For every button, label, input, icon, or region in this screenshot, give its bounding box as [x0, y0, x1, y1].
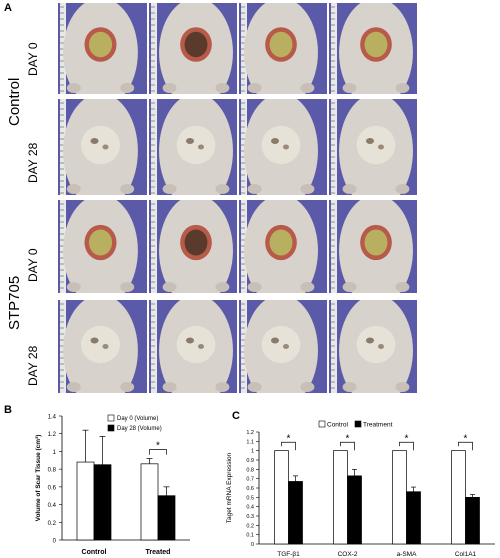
y-tick-label: 0.4 [48, 503, 57, 509]
wound-photo [149, 200, 237, 293]
y-tick-label: 0 [53, 539, 57, 545]
wound-photo [329, 99, 417, 195]
significance-star: * [346, 433, 350, 444]
wound-photo [329, 300, 417, 393]
wound-photo [58, 300, 147, 393]
wound-photo [58, 99, 147, 195]
bar [288, 481, 303, 545]
wound-photo [239, 3, 327, 94]
significance-star: * [156, 441, 160, 452]
scar-volume-chart: 0 0.2 0.4 0.6 0.8 1 1.2 1.4 Volume of Scar Tissu… [35, 414, 190, 556]
day-label-stp705-day0: DAY 0 [26, 248, 40, 282]
bar [157, 495, 176, 541]
y-tick-label: 0.8 [246, 467, 254, 473]
y-tick-label: 0.1 [246, 533, 254, 539]
bar [76, 461, 95, 541]
significance-bracket [340, 441, 355, 451]
significance-star: * [405, 433, 409, 444]
category-label: Control [82, 549, 107, 556]
category-label: COX-2 [338, 551, 358, 558]
y-tick-label: 0.7 [246, 477, 254, 483]
day-label-control-day28: DAY 28 [26, 142, 40, 183]
y-tick-label: 1.2 [48, 432, 57, 438]
panel-c-letter: C [232, 410, 240, 422]
legend-swatch [107, 414, 115, 422]
day-label-stp705-day28: DAY 28 [26, 345, 40, 386]
wound-photo [149, 99, 237, 195]
legend-swatch [107, 424, 115, 432]
bar [451, 450, 466, 545]
wound-photo [149, 300, 237, 393]
y-tick-label: 0.5 [246, 495, 254, 501]
y-tick-label: 0.2 [48, 521, 57, 527]
legend-label: Control [327, 422, 349, 429]
wound-photo [149, 3, 237, 94]
panel-a-letter: A [4, 2, 12, 14]
wound-photo [239, 300, 327, 393]
mrna-expression-chart: 0 0.1 0.2 0.3 0.4 0.5 0.6 0.7 0.8 0.9 1 1.1 1.2 Taget… [226, 420, 495, 558]
y-tick-label: 1.2 [246, 430, 254, 436]
bar [347, 475, 362, 545]
bar [465, 496, 480, 545]
bar [333, 450, 348, 545]
wound-photo [58, 3, 147, 94]
significance-bracket [458, 441, 473, 451]
y-tick-label: 0.8 [48, 468, 57, 474]
bar [93, 464, 112, 541]
group-label-control: Control [6, 77, 23, 126]
y-tick-label: 1.1 [246, 439, 254, 445]
legend-label: Treatment [363, 422, 393, 429]
significance-star: * [464, 433, 468, 444]
y-tick-label: 0.2 [246, 523, 254, 529]
category-label: a-SMA [397, 551, 418, 558]
wound-photo [329, 200, 417, 293]
bar [406, 491, 421, 545]
significance-bracket [399, 441, 414, 451]
day-label-control-day0: DAY 0 [26, 42, 40, 76]
wound-photo [58, 200, 147, 293]
category-label: TGF-β1 [277, 551, 300, 558]
significance-bracket [281, 441, 296, 451]
y-tick-label: 1 [53, 450, 57, 456]
y-tick-label: 1 [251, 449, 254, 455]
wound-photo [239, 99, 327, 195]
y-tick-label: 0.4 [246, 505, 254, 511]
y-axis-label: Volume of Scar Tissue (cm³) [35, 435, 42, 522]
bar [274, 450, 289, 545]
legend-swatch [354, 420, 362, 428]
legend-label: Day 28 (Volume) [117, 426, 162, 432]
bar [392, 450, 407, 545]
y-tick-label: 0.3 [246, 514, 254, 520]
y-tick-label: 0.6 [48, 485, 57, 491]
significance-bracket [149, 449, 167, 455]
y-tick-label: 1.4 [48, 415, 57, 421]
legend-swatch [318, 420, 326, 428]
bar [140, 463, 159, 541]
legend-label: Day 0 (Volume) [117, 416, 158, 422]
y-tick-label: 0.6 [246, 486, 254, 492]
y-tick-label: 0.9 [246, 458, 254, 464]
wound-photo [329, 3, 417, 94]
y-tick-label: 0 [251, 542, 254, 548]
panel-b-letter: B [4, 404, 12, 416]
y-axis-label: Taget mRNA Expression [226, 452, 233, 523]
wound-photo [239, 200, 327, 293]
significance-star: * [287, 433, 291, 444]
category-label: Col1A1 [455, 551, 477, 558]
category-label: Treated [146, 549, 171, 556]
group-label-stp705: STP705 [6, 275, 23, 330]
